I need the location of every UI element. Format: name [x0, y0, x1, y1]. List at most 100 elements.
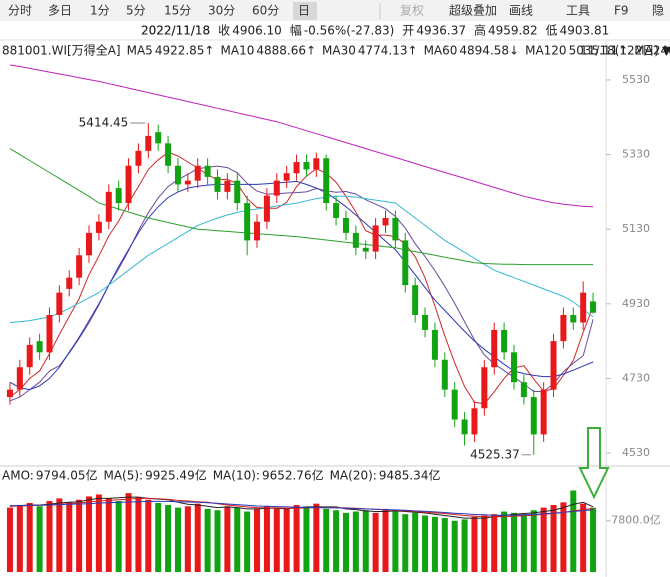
candle-body: [76, 255, 83, 278]
tab[interactable]: 日: [298, 4, 310, 18]
legend-text: 5035.11↑: [569, 44, 629, 58]
volume-bar: [431, 516, 438, 572]
ma-line: [9, 151, 594, 405]
volume-bar: [520, 514, 527, 572]
volume-bar: [76, 499, 83, 572]
candle-body: [95, 221, 102, 233]
legend-text: 4936.37: [416, 24, 466, 38]
candle-body: [382, 217, 389, 226]
tool[interactable]: 隐: [652, 4, 664, 18]
legend-text: MA240: [634, 44, 670, 58]
legend-text: 4903.81: [560, 24, 610, 38]
ma-line: [9, 195, 594, 323]
candle-body: [451, 389, 458, 420]
candle-body: [441, 359, 448, 390]
tab[interactable]: 15分: [164, 4, 191, 18]
legend-text: 9794.05亿: [36, 468, 98, 483]
volume-bar: [481, 515, 488, 572]
volume-bar: [501, 511, 508, 572]
tool[interactable]: 超级叠加: [449, 3, 497, 18]
candle-body: [6, 389, 13, 398]
dropdown-icon[interactable]: ▼: [662, 44, 670, 58]
legend-text: AMO:: [2, 469, 34, 483]
candle-body: [590, 301, 597, 313]
y-tick-label: 4930: [622, 297, 650, 310]
volume-bar: [165, 504, 172, 572]
volume-bar: [412, 512, 419, 572]
tab[interactable]: 多日: [48, 4, 72, 18]
volume-bar: [372, 512, 379, 572]
volume-bar: [95, 494, 102, 572]
volume-bar: [56, 498, 63, 572]
volume-bar: [570, 490, 577, 572]
legend-text: 4906.10: [232, 24, 282, 38]
tab[interactable]: 1分: [90, 4, 110, 18]
legend-text: 低: [546, 24, 558, 38]
candle-body: [194, 165, 201, 181]
legend-text: 开: [402, 24, 414, 38]
quote-date: 2022/11/18: [141, 24, 210, 38]
tab[interactable]: 30分: [208, 4, 235, 18]
candle-body: [244, 203, 251, 241]
volume-bar: [273, 507, 280, 572]
volume-bar: [184, 506, 191, 572]
volume-bar: [560, 502, 567, 572]
tool[interactable]: 复权: [400, 4, 424, 18]
tab[interactable]: 5分: [126, 4, 146, 18]
volume-bar: [105, 498, 112, 572]
legend-text: 收: [218, 24, 230, 38]
volume-bar: [244, 511, 251, 572]
candle-body: [402, 240, 409, 286]
candle-body: [66, 277, 73, 289]
candle-body: [481, 367, 488, 409]
volume-bar: [66, 502, 73, 572]
candle-body: [303, 162, 310, 170]
volume-ma-line: [9, 500, 594, 516]
tool[interactable]: 画线: [509, 4, 533, 18]
legend-text: 4888.66↑: [256, 44, 316, 58]
volume-bar: [441, 518, 448, 572]
y-tick-label: 5530: [622, 73, 650, 86]
volume-bar: [46, 501, 53, 572]
tool[interactable]: F9: [614, 4, 629, 18]
volume-bar: [174, 507, 181, 572]
candle-body: [16, 367, 23, 390]
legend-text: MA120: [525, 44, 566, 58]
volume-bar: [26, 503, 33, 572]
legend-text: 881001.WI[万得全A]: [2, 43, 121, 58]
tab[interactable]: 分时: [8, 4, 32, 18]
volume-bar: [382, 508, 389, 572]
ma-line: [9, 148, 594, 266]
volume-bar: [6, 507, 13, 572]
candle-body: [283, 173, 290, 181]
candle-body: [56, 292, 63, 315]
candle-body: [263, 195, 270, 222]
tab[interactable]: 60分: [252, 4, 279, 18]
annotation: 4525.37: [470, 447, 520, 461]
volume-bar: [36, 506, 43, 572]
candle-body: [214, 176, 221, 192]
tool[interactable]: 工具: [566, 4, 590, 18]
legend-text: MA10: [221, 44, 255, 58]
legend-text: MA(10):: [213, 469, 260, 483]
volume-bar: [125, 493, 132, 572]
candle-body: [293, 162, 300, 174]
volume-bar: [224, 506, 231, 572]
green-arrow: [578, 427, 610, 500]
legend-text: 4959.82: [488, 24, 538, 38]
volume-bar: [303, 507, 310, 572]
candle-body: [392, 217, 399, 241]
annotation: 5414.45: [79, 116, 129, 130]
candle-body: [313, 158, 320, 170]
candle-body: [184, 180, 191, 185]
candle-body: [530, 397, 537, 435]
volume-bar: [530, 510, 537, 572]
candle-body: [501, 329, 508, 353]
y-tick-label: 5330: [622, 148, 650, 161]
candle-body: [234, 180, 241, 204]
volume-bar: [392, 511, 399, 572]
legend-text: MA30: [322, 44, 356, 58]
candle-body: [204, 165, 211, 177]
candle-body: [352, 232, 359, 248]
legend-text: MA(20):: [330, 469, 377, 483]
